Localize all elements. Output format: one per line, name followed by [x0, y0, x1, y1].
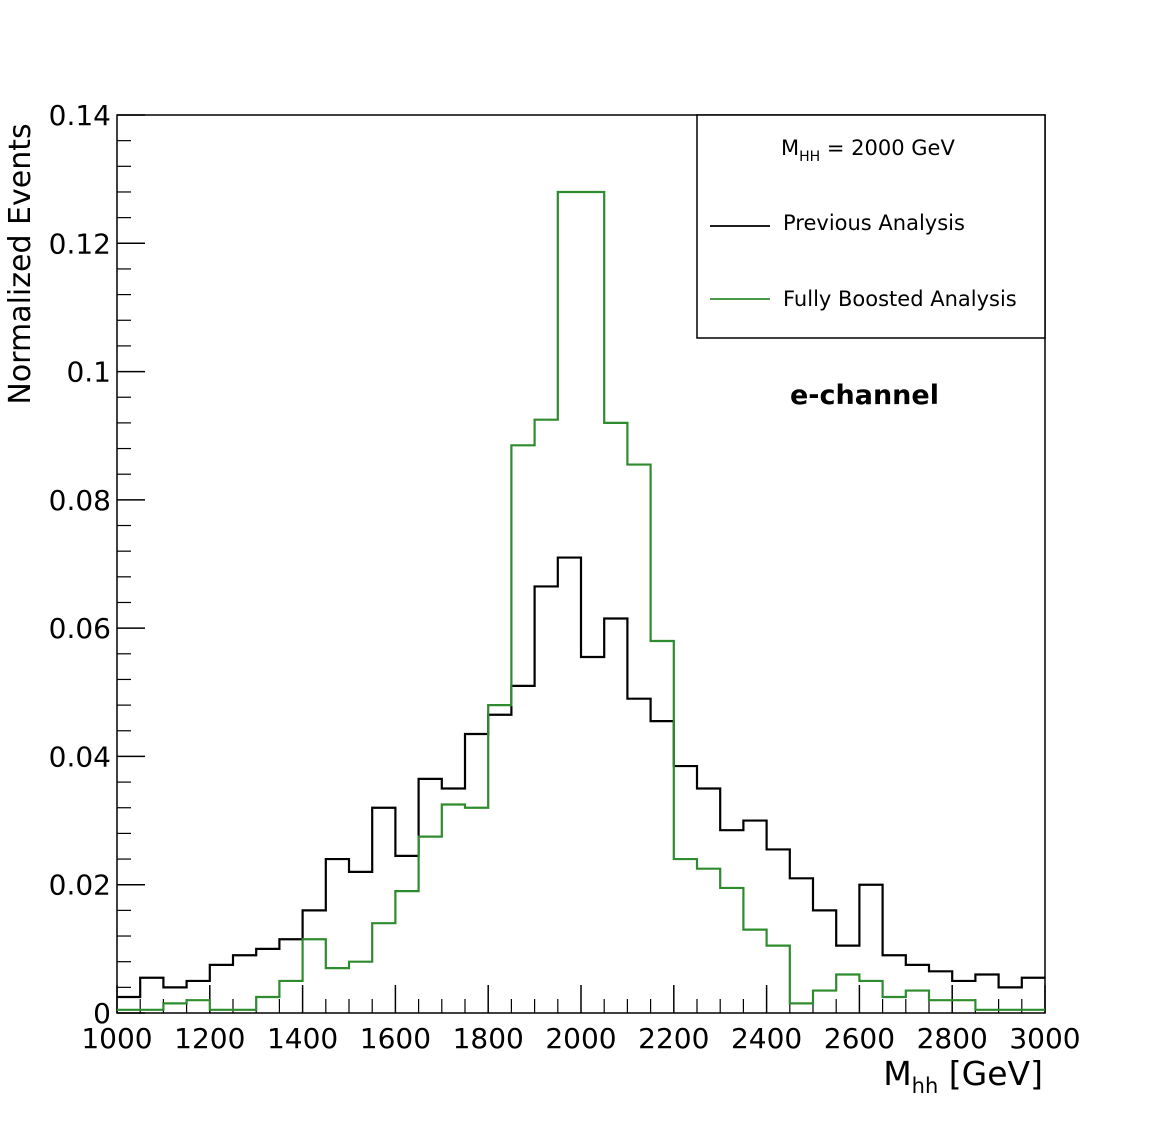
- x-tick-label: 2800: [917, 1022, 988, 1055]
- y-tick-label: 0.06: [49, 612, 111, 645]
- series-line-previous-analysis: [117, 556, 1045, 999]
- y-tick-label: 0.12: [49, 227, 111, 260]
- series-line-fully-boosted-analysis: [117, 190, 1045, 1011]
- y-tick-label: 0.04: [49, 740, 111, 773]
- x-tick-label: 3000: [1009, 1022, 1080, 1055]
- x-axis-label-sub: hh: [912, 1074, 939, 1098]
- legend-label-previous-analysis: Previous Analysis: [783, 211, 965, 235]
- y-axis: 0 0.02 0.04 0.06 0.08 0.1 0.12 0.14: [49, 99, 145, 1030]
- y-tick-label: 0.02: [49, 869, 111, 902]
- x-tick-label: 2400: [731, 1022, 802, 1055]
- legend-header: MHH = 2000 GeV: [781, 136, 955, 165]
- x-axis-label-main: M: [883, 1054, 911, 1093]
- y-tick-label: 0.1: [66, 356, 111, 389]
- x-axis: 1000 1200 1400 1600 1800 2000 2200 2400 2600 2800…: [81, 985, 1081, 1055]
- legend-header-main: M: [781, 136, 799, 160]
- x-axis-label-unit: [GeV]: [938, 1054, 1043, 1093]
- x-tick-label: 1000: [81, 1022, 152, 1055]
- channel-annotation: e-channel: [790, 380, 939, 411]
- series-layer: [117, 190, 1045, 1011]
- legend-header-sub: HH: [799, 149, 820, 165]
- x-tick-label: 1800: [453, 1022, 524, 1055]
- x-tick-label: 2000: [545, 1022, 616, 1055]
- legend-label-fully-boosted-analysis: Fully Boosted Analysis: [783, 287, 1017, 311]
- x-axis-label: Mhh [GeV]: [883, 1054, 1043, 1098]
- y-tick-label: 0.14: [49, 99, 111, 132]
- y-tick-label: 0: [93, 997, 111, 1030]
- legend-header-rest: = 2000 GeV: [820, 136, 955, 160]
- x-tick-label: 1400: [267, 1022, 338, 1055]
- y-axis-label: Normalized Events: [3, 123, 38, 404]
- y-tick-label: 0.08: [49, 484, 111, 517]
- x-tick-label: 2600: [824, 1022, 895, 1055]
- legend: MHH = 2000 GeV Previous Analysis Fully B…: [696, 114, 1046, 339]
- x-tick-label: 2200: [638, 1022, 709, 1055]
- x-tick-label: 1200: [174, 1022, 245, 1055]
- x-tick-label: 1600: [360, 1022, 431, 1055]
